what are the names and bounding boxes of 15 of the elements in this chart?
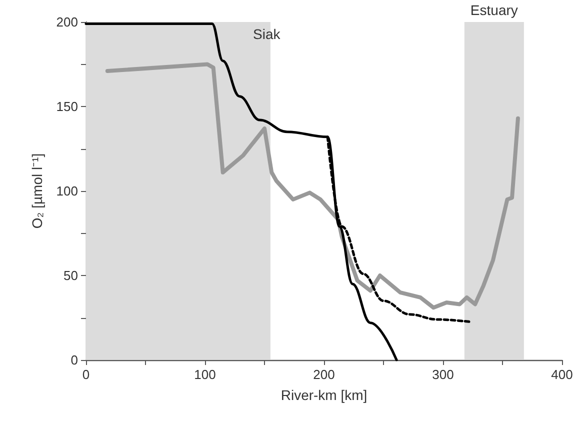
x-tick-label: 400 [551,367,573,382]
x-axis-title: River-km [km] [280,387,368,403]
y-tick-label: 200 [56,14,78,30]
x-tick-label: 200 [313,367,335,382]
band-label: Estuary [470,2,518,18]
y-tick-label: 100 [56,184,78,198]
line-series [105,62,520,310]
y-axis-title: O₂ [µmol l⁻¹] [29,153,45,229]
y-tick-label: 50 [64,268,78,283]
x-tick-label: 100 [194,367,216,382]
x-tick-label: 300 [432,367,454,382]
x-tick-label: 0 [82,367,90,382]
chart-title: Siak [253,26,282,42]
y-tick-label: 150 [56,99,78,114]
y-tick-label: 0 [70,352,78,368]
